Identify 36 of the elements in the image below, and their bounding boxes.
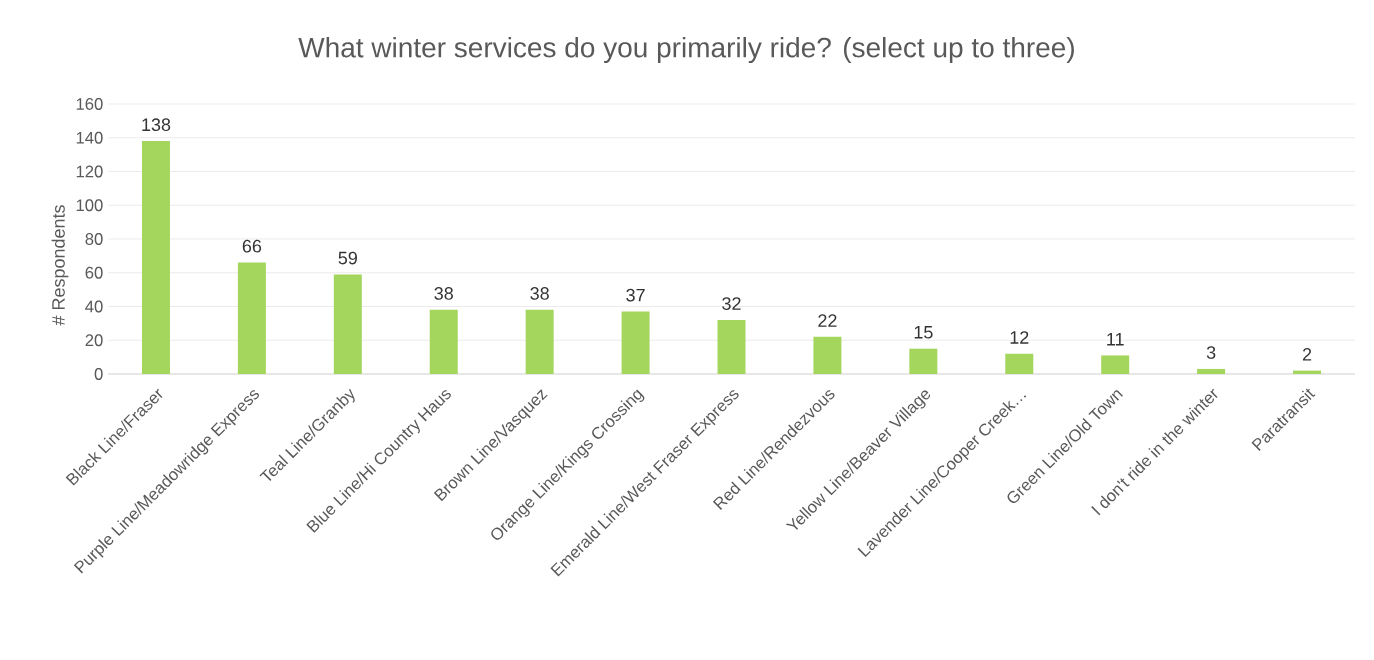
data-label: 12 xyxy=(1010,331,1029,344)
data-label: 2 xyxy=(1302,348,1312,361)
bar xyxy=(1005,353,1034,374)
data-label: 22 xyxy=(818,314,837,327)
chart-title: What winter services do you primarily ride? (select up to three) xyxy=(298,36,1074,64)
y-tick-label: 0 xyxy=(94,368,103,380)
y-tick-label: 140 xyxy=(76,131,103,144)
bar xyxy=(429,309,458,374)
y-axis-title: # Respondents xyxy=(51,205,69,326)
data-label: 38 xyxy=(434,287,453,300)
y-tick-label: 60 xyxy=(85,266,103,279)
bar xyxy=(621,311,650,374)
data-label: 32 xyxy=(722,297,741,310)
data-label: 11 xyxy=(1107,333,1124,346)
y-tick-label: 20 xyxy=(85,334,103,347)
bar xyxy=(141,141,170,374)
data-label: 37 xyxy=(626,288,645,302)
bar xyxy=(813,336,842,374)
y-tick-label: 80 xyxy=(85,233,103,245)
bar xyxy=(237,262,266,374)
data-label: 15 xyxy=(914,326,933,339)
bar xyxy=(909,348,938,374)
bar xyxy=(717,319,746,374)
y-tick-label: 120 xyxy=(76,165,103,178)
bar xyxy=(1101,355,1130,374)
y-tick-label: 160 xyxy=(76,98,103,110)
bar xyxy=(525,309,554,374)
data-label: 138 xyxy=(142,118,171,132)
data-label: 59 xyxy=(338,251,357,265)
data-label: 38 xyxy=(530,287,549,300)
bar xyxy=(333,274,362,374)
y-tick-label: 40 xyxy=(85,300,103,313)
data-label: 66 xyxy=(242,239,262,253)
bar xyxy=(1197,368,1226,374)
y-tick-label: 100 xyxy=(76,199,103,212)
data-label: 3 xyxy=(1206,346,1216,359)
